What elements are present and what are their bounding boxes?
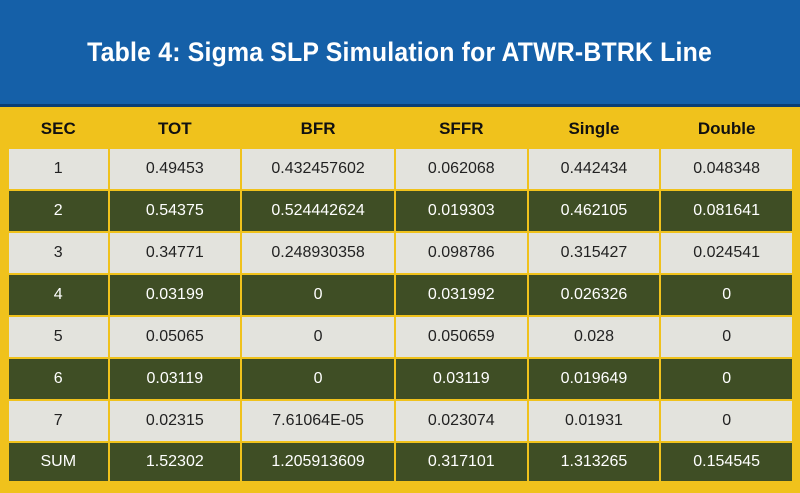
table-title: Table 4: Sigma SLP Simulation for ATWR-B…: [87, 36, 713, 67]
cell-sffr: 0.03119: [395, 359, 527, 399]
cell-single: 0.01931: [528, 401, 660, 441]
table-row: 3 0.34771 0.248930358 0.098786 0.315427 …: [9, 233, 792, 273]
column-header-sffr: SFFR: [395, 111, 527, 147]
cell-sec: 7: [9, 401, 108, 441]
table-row: 4 0.03199 0 0.031992 0.026326 0: [9, 275, 792, 315]
cell-bfr: 0.248930358: [242, 233, 394, 273]
cell-double: 0: [661, 359, 792, 399]
cell-tot: 0.03199: [109, 275, 241, 315]
cell-sffr: 0.098786: [395, 233, 527, 273]
cell-sec: 2: [9, 191, 108, 231]
cell-single: 1.313265: [528, 443, 660, 481]
cell-tot: 1.52302: [109, 443, 241, 481]
cell-tot: 0.54375: [109, 191, 241, 231]
cell-sec: SUM: [9, 443, 108, 481]
cell-double: 0.081641: [661, 191, 792, 231]
cell-tot: 0.03119: [109, 359, 241, 399]
cell-single: 0.028: [528, 317, 660, 357]
column-header-tot: TOT: [109, 111, 241, 147]
cell-single: 0.462105: [528, 191, 660, 231]
table-row: 1 0.49453 0.432457602 0.062068 0.442434 …: [9, 149, 792, 189]
cell-bfr: 7.61064E-05: [242, 401, 394, 441]
cell-double: 0.048348: [661, 149, 792, 189]
cell-bfr: 0: [242, 359, 394, 399]
cell-tot: 0.34771: [109, 233, 241, 273]
cell-tot: 0.05065: [109, 317, 241, 357]
title-bar: Table 4: Sigma SLP Simulation for ATWR-B…: [0, 0, 800, 107]
cell-bfr: 0.432457602: [242, 149, 394, 189]
cell-sffr: 0.019303: [395, 191, 527, 231]
cell-bfr: 0: [242, 317, 394, 357]
column-header-bfr: BFR: [242, 111, 394, 147]
cell-sffr: 0.317101: [395, 443, 527, 481]
cell-sec: 1: [9, 149, 108, 189]
cell-bfr: 1.205913609: [242, 443, 394, 481]
table-row: 7 0.02315 7.61064E-05 0.023074 0.01931 0: [9, 401, 792, 441]
cell-sffr: 0.050659: [395, 317, 527, 357]
cell-sffr: 0.062068: [395, 149, 527, 189]
column-header-double: Double: [661, 111, 792, 147]
cell-single: 0.026326: [528, 275, 660, 315]
cell-double: 0.154545: [661, 443, 792, 481]
cell-bfr: 0.524442624: [242, 191, 394, 231]
cell-sec: 4: [9, 275, 108, 315]
cell-double: 0.024541: [661, 233, 792, 273]
cell-double: 0: [661, 275, 792, 315]
cell-bfr: 0: [242, 275, 394, 315]
cell-single: 0.315427: [528, 233, 660, 273]
cell-tot: 0.02315: [109, 401, 241, 441]
cell-sec: 3: [9, 233, 108, 273]
cell-sffr: 0.031992: [395, 275, 527, 315]
cell-sec: 5: [9, 317, 108, 357]
cell-double: 0: [661, 401, 792, 441]
cell-tot: 0.49453: [109, 149, 241, 189]
header-row: SEC TOT BFR SFFR Single Double: [9, 111, 792, 147]
sum-row: SUM 1.52302 1.205913609 0.317101 1.31326…: [9, 443, 792, 481]
cell-single: 0.019649: [528, 359, 660, 399]
cell-sffr: 0.023074: [395, 401, 527, 441]
table-row: 6 0.03119 0 0.03119 0.019649 0: [9, 359, 792, 399]
table-row: 5 0.05065 0 0.050659 0.028 0: [9, 317, 792, 357]
cell-double: 0: [661, 317, 792, 357]
column-header-sec: SEC: [9, 111, 108, 147]
data-table: SEC TOT BFR SFFR Single Double 1 0.49453…: [7, 109, 794, 483]
cell-sec: 6: [9, 359, 108, 399]
table-row: 2 0.54375 0.524442624 0.019303 0.462105 …: [9, 191, 792, 231]
column-header-single: Single: [528, 111, 660, 147]
cell-single: 0.442434: [528, 149, 660, 189]
